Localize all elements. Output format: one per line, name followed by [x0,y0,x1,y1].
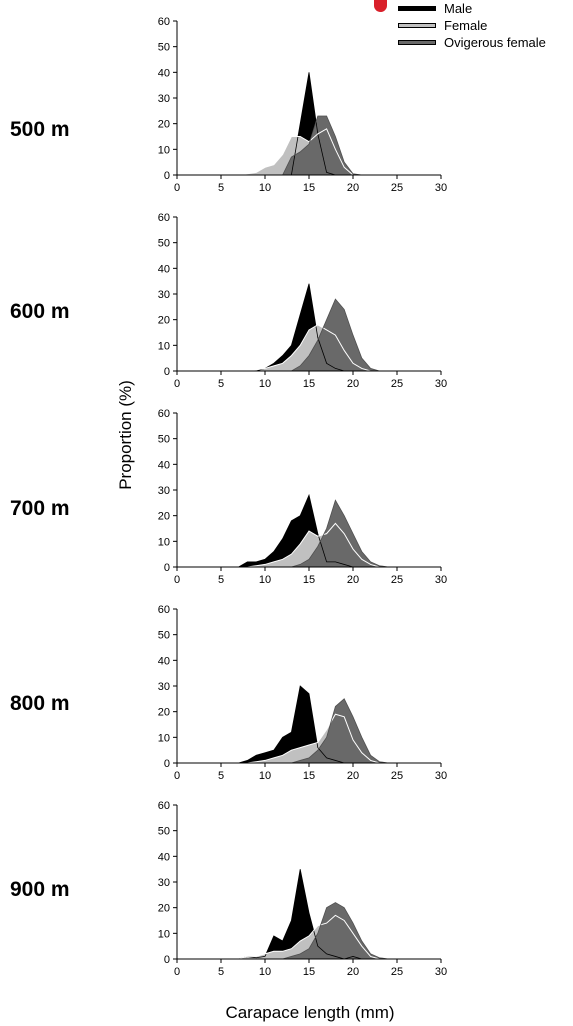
panel-5-xtick-label: 10 [259,966,271,978]
panel-label-900m: 900 m [10,878,70,901]
legend-item-ovigerous: Ovigerous female [398,34,546,51]
panel-3-xtick-label: 0 [174,574,180,586]
legend: Male Female Ovigerous female [398,0,546,51]
panel-1-ytick-label: 30 [158,93,170,105]
panel-4-xtick-label: 5 [218,770,224,782]
panel-1-xtick-label: 5 [218,182,224,194]
panel-4-xtick-label: 10 [259,770,271,782]
panel-2-ytick-label: 30 [158,289,170,301]
panel-1-area-ovigerous [177,115,441,175]
legend-label-female: Female [444,18,488,33]
legend-item-female: Female [398,17,546,34]
panel-3-xtick-label: 10 [259,574,271,586]
panel-2-xtick-label: 20 [347,378,359,390]
panel-1-xtick-label: 15 [303,182,315,194]
panel-1-xtick-label: 25 [391,182,403,194]
red-marker-shape [374,0,387,12]
panel-4-xtick-label: 15 [303,770,315,782]
panel-4-xtick-label: 0 [174,770,180,782]
legend-swatch-ovigerous [398,40,436,45]
panel-5-ytick-label: 0 [164,954,170,966]
panel-3-ytick-label: 40 [158,459,170,471]
panel-2-xtick-label: 25 [391,378,403,390]
panel-2-xtick-label: 0 [174,378,180,390]
panel-3-ytick-label: 0 [164,562,170,574]
panel-1-xtick-label: 10 [259,182,271,194]
legend-swatch-male [398,6,436,11]
panel-4-ytick-label: 40 [158,655,170,667]
panel-3-xtick-label: 5 [218,574,224,586]
panel-3-xtick-label: 15 [303,574,315,586]
panel-1-xtick-label: 20 [347,182,359,194]
panel-4-ytick-label: 20 [158,707,170,719]
panel-2-area-ovigerous [177,299,441,371]
panel-3-ytick-label: 60 [158,408,170,420]
panel-3-xtick-label: 30 [435,574,447,586]
panel-1-xtick-label: 30 [435,182,447,194]
legend-item-male: Male [398,0,546,17]
panel-2-area-male [177,283,441,371]
panel-2-xtick-label: 5 [218,378,224,390]
panel-2-area-female [177,324,441,371]
panel-label-600m: 600 m [10,300,70,323]
panel-1-ytick-label: 50 [158,42,170,54]
legend-swatch-female [398,23,436,28]
panel-5-ytick-label: 50 [158,826,170,838]
panel-2-ytick-label: 0 [164,366,170,378]
panel-2-xtick-label: 30 [435,378,447,390]
panel-5-area-female [177,915,441,959]
panel-5-ytick-label: 60 [158,800,170,812]
panel-1-ytick-label: 60 [158,16,170,28]
panel-label-500m: 500 m [10,118,70,141]
panel-5-xtick-label: 30 [435,966,447,978]
panel-5-xtick-label: 20 [347,966,359,978]
panel-3-area-female [177,523,441,567]
panel-4-ytick-label: 0 [164,758,170,770]
x-axis-label: Carapace length (mm) [225,1003,395,1022]
panel-2-xtick-label: 15 [303,378,315,390]
panel-5-ytick-label: 30 [158,877,170,889]
panel-1-xtick-label: 0 [174,182,180,194]
panel-4-area-male [177,686,441,763]
panel-5-xtick-label: 15 [303,966,315,978]
panel-3-xtick-label: 20 [347,574,359,586]
panel-2-ytick-label: 20 [158,315,170,327]
panel-1-ytick-label: 20 [158,119,170,131]
panel-2-ytick-label: 40 [158,263,170,275]
panel-5-xtick-label: 25 [391,966,403,978]
y-axis-label: Proportion (%) [116,380,135,490]
panel-label-700m: 700 m [10,497,70,520]
panel-5-ytick-label: 20 [158,903,170,915]
panel-2-ytick-label: 60 [158,212,170,224]
panel-3-ytick-label: 50 [158,434,170,446]
panel-2-ytick-label: 10 [158,340,170,352]
panel-4-xtick-label: 30 [435,770,447,782]
panel-1-ytick-label: 10 [158,144,170,156]
panel-4-ytick-label: 60 [158,604,170,616]
panel-5-xtick-label: 0 [174,966,180,978]
panel-1-area-male [177,72,441,175]
panel-3-xtick-label: 25 [391,574,403,586]
panel-2-ytick-label: 50 [158,238,170,250]
panel-1-ytick-label: 40 [158,67,170,79]
panel-5-ytick-label: 40 [158,851,170,863]
panel-5-ytick-label: 10 [158,928,170,940]
panel-3-ytick-label: 20 [158,511,170,523]
panel-1-ytick-label: 0 [164,170,170,182]
panel-4-ytick-label: 30 [158,681,170,693]
panel-3-ytick-label: 10 [158,536,170,548]
panel-4-xtick-label: 25 [391,770,403,782]
panel-2-xtick-label: 10 [259,378,271,390]
panel-label-800m: 800 m [10,692,70,715]
panel-4-xtick-label: 20 [347,770,359,782]
panel-4-ytick-label: 10 [158,732,170,744]
panel-3-ytick-label: 30 [158,485,170,497]
legend-label-male: Male [444,1,473,16]
panel-4-area-female [177,714,441,763]
panel-4-ytick-label: 50 [158,630,170,642]
legend-label-ovigerous: Ovigerous female [444,35,546,50]
panel-5-xtick-label: 5 [218,966,224,978]
